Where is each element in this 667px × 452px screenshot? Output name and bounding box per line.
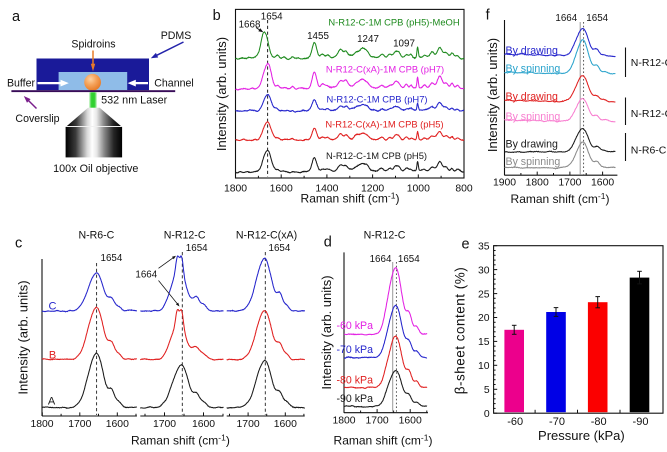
svg-text:1600: 1600 (399, 416, 422, 427)
svg-text:N-R12-C(xA)-1M CPB (pH5): N-R12-C(xA)-1M CPB (pH5) (325, 119, 443, 130)
svg-text:1700: 1700 (558, 177, 581, 188)
svg-text:1400: 1400 (315, 184, 338, 195)
svg-text:1700: 1700 (237, 419, 260, 430)
svg-text:1800: 1800 (526, 177, 549, 188)
svg-text:1700: 1700 (68, 419, 91, 430)
svg-text:Raman shift (cm-1): Raman shift (cm-1) (511, 191, 610, 206)
svg-text:-90 kPa: -90 kPa (337, 393, 374, 405)
svg-text:1900: 1900 (493, 177, 516, 188)
svg-text:1654: 1654 (261, 12, 283, 23)
svg-text:Channel: Channel (154, 78, 193, 90)
svg-text:Intensity (arb. units): Intensity (arb. units) (16, 280, 31, 394)
svg-text:N-R12-C(xA): N-R12-C(xA) (236, 230, 297, 242)
svg-text:By spinning: By spinning (506, 156, 561, 168)
svg-text:By spinning: By spinning (506, 63, 561, 75)
svg-text:1800: 1800 (30, 419, 53, 430)
svg-text:15: 15 (478, 337, 490, 348)
svg-text:-70: -70 (549, 416, 565, 428)
svg-text:800: 800 (455, 184, 473, 195)
svg-text:N-R12-C: N-R12-C (164, 230, 206, 242)
svg-text:1668: 1668 (239, 20, 261, 31)
svg-text:5: 5 (484, 385, 490, 396)
svg-text:30: 30 (478, 265, 490, 276)
svg-text:1664: 1664 (135, 269, 157, 280)
svg-text:-60: -60 (507, 416, 523, 428)
svg-text:1600: 1600 (192, 419, 215, 430)
svg-text:10: 10 (478, 361, 490, 372)
svg-text:B: B (49, 350, 56, 362)
svg-text:0: 0 (484, 409, 490, 420)
svg-text:20: 20 (478, 313, 490, 324)
svg-text:1654: 1654 (398, 254, 420, 265)
svg-text:By drawing: By drawing (506, 139, 559, 151)
svg-text:Raman shift (cm-1): Raman shift (cm-1) (301, 191, 400, 206)
svg-text:N-R12-C-1M CPB (pH5)-MeOH: N-R12-C-1M CPB (pH5)-MeOH (328, 17, 459, 28)
svg-text:532 nm Laser: 532 nm Laser (101, 95, 167, 107)
svg-text:1654: 1654 (186, 243, 208, 254)
svg-text:1654: 1654 (586, 13, 608, 24)
svg-text:a: a (12, 9, 21, 25)
svg-text:1664: 1664 (555, 13, 577, 24)
svg-text:Buffer: Buffer (7, 78, 36, 90)
svg-text:1247: 1247 (357, 34, 379, 45)
svg-text:N-R12-C-1M CPB (pH5): N-R12-C-1M CPB (pH5) (326, 150, 427, 161)
svg-text:Intensity (arb. units): Intensity (arb. units) (214, 37, 229, 151)
svg-text:35: 35 (478, 241, 490, 252)
svg-text:Spidroins: Spidroins (71, 38, 115, 50)
svg-text:By drawing: By drawing (506, 45, 559, 57)
svg-text:1600: 1600 (591, 177, 614, 188)
svg-text:N-R12-C-1M CPB (pH7): N-R12-C-1M CPB (pH7) (326, 94, 427, 105)
svg-text:d: d (324, 235, 332, 251)
svg-text:N-R6-C: N-R6-C (78, 230, 114, 242)
svg-text:A: A (48, 396, 56, 408)
svg-text:1200: 1200 (361, 184, 384, 195)
svg-text:Intensity (arb. units): Intensity (arb. units) (485, 38, 500, 152)
svg-text:Raman shift (cm-1): Raman shift (cm-1) (334, 432, 433, 447)
svg-text:-90: -90 (633, 416, 649, 428)
svg-text:b: b (213, 8, 221, 24)
svg-text:1600: 1600 (270, 184, 293, 195)
svg-text:N-R6-C: N-R6-C (631, 144, 667, 156)
svg-text:-60 kPa: -60 kPa (337, 320, 374, 332)
svg-text:1800: 1800 (224, 184, 247, 195)
svg-text:f: f (486, 8, 491, 24)
svg-text:N-R12-C(xA)-1M CPB (pH7): N-R12-C(xA)-1M CPB (pH7) (326, 64, 444, 75)
svg-text:1664: 1664 (370, 254, 392, 265)
svg-text:1000: 1000 (407, 184, 430, 195)
svg-text:By drawing: By drawing (506, 91, 559, 103)
svg-text:e: e (462, 237, 470, 253)
svg-text:Intensity (arb. units): Intensity (arb. units) (319, 275, 334, 389)
svg-text:1700: 1700 (366, 416, 389, 427)
svg-text:N-R12-C(x: N-R12-C(x (631, 108, 667, 120)
svg-text:β-sheet content (%): β-sheet content (%) (453, 267, 468, 395)
svg-text:Pressure (kPa): Pressure (kPa) (538, 428, 625, 443)
svg-text:-80 kPa: -80 kPa (337, 374, 374, 386)
svg-text:N-R12-C(xA): N-R12-C(xA) (631, 57, 667, 69)
svg-text:By spinning: By spinning (506, 111, 561, 123)
svg-text:1600: 1600 (274, 419, 297, 430)
svg-text:c: c (15, 235, 22, 251)
svg-text:-70 kPa: -70 kPa (337, 344, 374, 356)
svg-text:-80: -80 (591, 416, 607, 428)
svg-text:Coverslip: Coverslip (15, 113, 59, 125)
svg-text:1800: 1800 (332, 416, 355, 427)
svg-text:C: C (49, 300, 57, 312)
svg-text:1097: 1097 (393, 39, 415, 50)
svg-text:1600: 1600 (106, 419, 129, 430)
svg-text:1700: 1700 (153, 419, 176, 430)
svg-text:1654: 1654 (269, 243, 291, 254)
svg-text:PDMS: PDMS (161, 30, 192, 42)
svg-text:N-R12-C: N-R12-C (364, 230, 406, 242)
svg-text:Raman shift (cm-1): Raman shift (cm-1) (131, 432, 230, 447)
svg-text:1455: 1455 (307, 31, 329, 42)
svg-text:25: 25 (478, 289, 490, 300)
svg-text:1654: 1654 (101, 253, 123, 264)
svg-text:100x Oil objective: 100x Oil objective (53, 163, 138, 175)
